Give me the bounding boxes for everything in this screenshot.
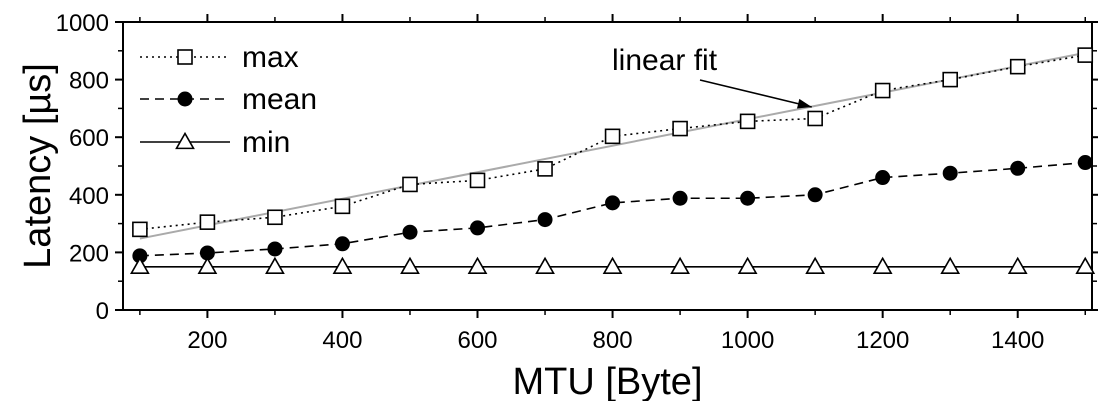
series-min [130, 256, 1096, 274]
data-point-max [604, 128, 621, 145]
data-point-max [537, 161, 553, 177]
y-tick-label: 1000 [56, 10, 109, 37]
annotation-arrow-head [796, 98, 812, 109]
data-point-mean [334, 236, 350, 252]
legend-label-mean: mean [242, 83, 317, 116]
x-tick-label: 1400 [991, 327, 1044, 354]
data-point-mean [605, 195, 621, 211]
data-point-min [602, 256, 623, 274]
y-tick-label: 200 [69, 240, 109, 267]
data-point-min [400, 256, 420, 274]
annotation: linear fit [612, 44, 812, 109]
data-point-min [197, 256, 218, 274]
legend-label-min: min [242, 126, 290, 159]
data-point-mean [942, 165, 958, 181]
legend-marker-max [177, 49, 193, 65]
data-point-mean [672, 190, 688, 206]
data-point-min [332, 256, 353, 274]
data-point-min [467, 256, 488, 274]
y-tick-label: 800 [69, 68, 109, 95]
series-mean [132, 155, 1093, 264]
data-point-max [672, 120, 688, 137]
y-tick-label: 0 [96, 298, 109, 325]
y-tick-label: 400 [69, 183, 109, 210]
x-tick-label: 800 [593, 327, 633, 354]
annotation-arrow-line [699, 79, 812, 108]
data-point-max [267, 209, 283, 226]
data-point-max [1077, 47, 1094, 63]
data-point-mean [1010, 160, 1026, 176]
data-point-max [199, 214, 216, 230]
data-point-mean [1077, 155, 1093, 171]
data-point-mean [267, 241, 283, 257]
data-point-mean [740, 190, 756, 206]
data-point-min [805, 256, 826, 274]
series-line-mean [139, 161, 1086, 257]
data-point-min [1007, 256, 1028, 274]
data-point-min [1075, 256, 1096, 274]
x-tick-label: 200 [187, 327, 227, 354]
annotation-text: linear fit [612, 44, 718, 77]
y-tick-label: 600 [69, 125, 109, 152]
x-tick-label: 600 [457, 327, 497, 354]
data-point-min [265, 256, 285, 274]
legend-label-max: max [242, 41, 299, 74]
data-point-max [402, 176, 418, 193]
x-tick-label: 1000 [721, 327, 774, 354]
axis-ticks: 200 400 600 800 1000 1200 1400 0 200 400 600 800 100… [56, 10, 1098, 354]
data-point-mean [875, 170, 891, 186]
data-point-max [874, 82, 891, 99]
data-point-max [469, 172, 486, 189]
data-point-min [872, 256, 893, 274]
data-point-mean [807, 187, 823, 203]
fit-line-segment [139, 51, 1086, 240]
x-tick-label: 400 [322, 327, 362, 354]
data-point-min [670, 256, 690, 274]
legend: max mean min [140, 41, 317, 159]
data-point-max [807, 110, 823, 127]
data-point-mean [537, 212, 553, 228]
data-point-min [130, 256, 150, 274]
data-point-max [132, 221, 148, 238]
data-point-min [535, 256, 555, 274]
x-tick-label: 1200 [856, 327, 909, 354]
data-point-max [942, 71, 958, 88]
data-point-min [737, 256, 758, 274]
linear-fit-line [139, 51, 1086, 240]
series-layer [130, 47, 1096, 274]
data-point-max [1009, 58, 1026, 75]
data-point-min [940, 256, 961, 274]
data-point-max [739, 113, 756, 130]
y-axis-label: Latency [µs] [17, 63, 59, 269]
legend-marker-min [175, 131, 195, 150]
data-point-mean [402, 224, 418, 240]
series-max [132, 47, 1094, 238]
data-point-mean [470, 220, 486, 236]
data-point-max [334, 198, 351, 215]
x-axis-label: MTU [Byte] [512, 361, 702, 401]
legend-marker-mean [177, 91, 193, 107]
